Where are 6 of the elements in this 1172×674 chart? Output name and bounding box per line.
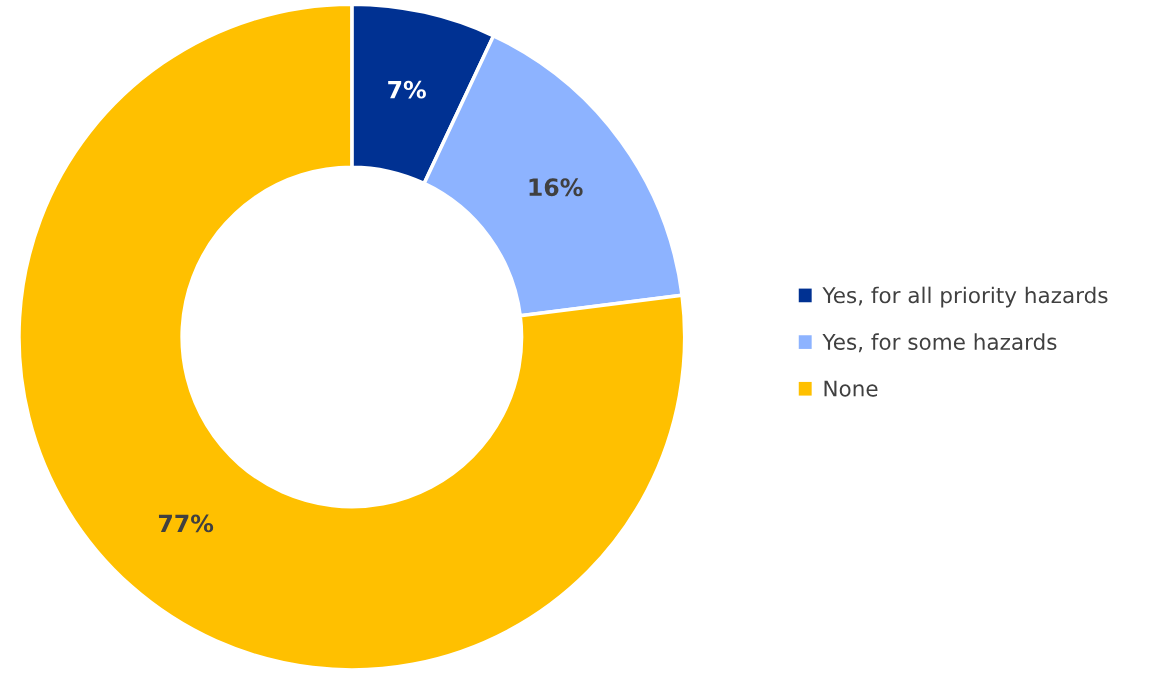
data-label: 77%	[158, 514, 214, 533]
legend-label: Yes, for some hazards	[822, 333, 1057, 353]
data-label: 16%	[529, 178, 583, 197]
data-label: 7%	[388, 80, 426, 99]
legend-label: Yes, for all priority hazards	[822, 286, 1108, 308]
legend-label: None	[824, 380, 878, 397]
